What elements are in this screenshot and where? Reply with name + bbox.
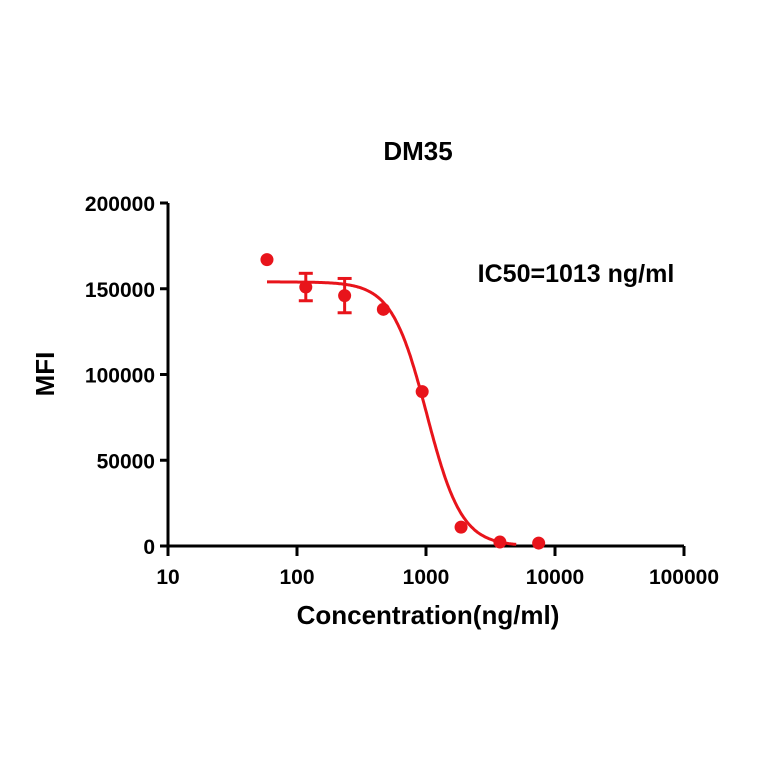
data-point: [493, 535, 507, 549]
data-point: [532, 536, 546, 550]
y-tick-label: 0: [143, 536, 155, 559]
data-point: [299, 280, 313, 294]
x-tick-label: 10000: [526, 566, 584, 589]
chart-title: DM35: [383, 136, 452, 166]
data-point: [260, 253, 274, 267]
plot-area: [260, 253, 546, 550]
x-tick-label: 100000: [649, 566, 719, 589]
data-point: [415, 385, 429, 399]
y-tick-label: 150000: [85, 279, 155, 302]
x-tick-label: 10: [156, 566, 179, 589]
x-tick-label: 100: [279, 566, 314, 589]
x-tick-label: 1000: [403, 566, 450, 589]
y-axis-label: MFI: [30, 352, 60, 397]
axes: 0 50000 100000 150000 200000 10 100 1000 10000 10…: [85, 193, 719, 589]
y-tick-label: 200000: [85, 193, 155, 216]
data-point: [376, 302, 390, 316]
y-tick-label: 100000: [85, 365, 155, 388]
y-tick-label: 50000: [97, 450, 155, 473]
x-axis-label: Concentration(ng/ml): [297, 600, 560, 630]
fit-curve: [267, 280, 517, 546]
data-point: [338, 289, 352, 303]
data-point: [454, 520, 468, 534]
ic50-annotation: IC50=1013 ng/ml: [478, 260, 675, 288]
